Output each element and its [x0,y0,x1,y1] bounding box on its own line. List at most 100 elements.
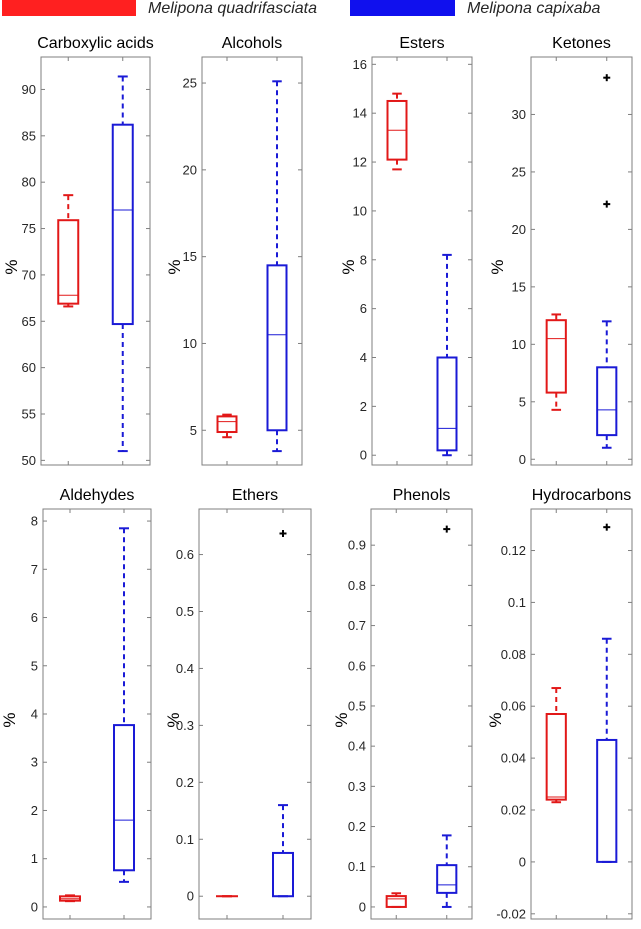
box-quadrifasciata [547,688,566,802]
axes-frame [199,509,311,919]
outlier-marker [443,526,450,533]
y-tick-label: 16 [353,57,367,72]
box-quadrifasciata [387,893,406,907]
box-iqr [268,265,287,430]
box-iqr [438,358,457,451]
y-tick-label: 0.1 [348,859,366,874]
box-capixaba [437,526,456,907]
y-tick-label: 10 [512,337,526,352]
box-capixaba [273,530,293,896]
box-quadrifasciata [388,94,407,170]
y-tick-label: 90 [22,82,36,97]
box-iqr [547,714,566,800]
y-tick-label: 10 [353,203,367,218]
y-tick-label: 0.9 [348,538,366,553]
y-tick-label: 1 [31,851,38,866]
legend-label-quadrifasciata: Melipona quadrifasciata [148,0,317,17]
y-tick-label: 0.5 [176,604,194,619]
y-tick-label: 4 [360,350,367,365]
y-tick-label: 0 [187,889,194,904]
y-tick-label: 55 [22,407,36,422]
y-axis-label: % [486,712,505,727]
y-tick-label: 0.08 [501,647,526,662]
legend-label-capixaba: Melipona capixaba [467,0,601,17]
y-tick-label: 0 [519,452,526,467]
y-tick-label: 15 [183,249,197,264]
panel-phenols: Phenols%00.10.20.30.40.50.60.70.80.9 [332,487,472,919]
panel-title: Hydrocarbons [532,487,632,504]
y-tick-label: 50 [22,453,36,468]
y-tick-label: 0.04 [501,751,526,766]
box-iqr [597,740,616,862]
y-tick-label: 80 [22,175,36,190]
panel-ethers: Ethers%00.10.20.30.40.50.6 [164,487,311,919]
y-tick-label: 12 [353,155,367,170]
panel-title: Aldehydes [60,487,135,504]
y-tick-label: 20 [183,162,197,177]
y-tick-label: 20 [512,222,526,237]
y-tick-label: 0.1 [176,832,194,847]
y-axis-label: % [0,712,19,727]
y-tick-label: 65 [22,314,36,329]
outlier-marker [603,201,610,208]
y-tick-label: 0.02 [501,803,526,818]
y-tick-label: 85 [22,128,36,143]
y-tick-label: 0.4 [176,661,194,676]
box-iqr [114,725,134,870]
y-tick-label: 5 [190,423,197,438]
y-tick-label: 0 [519,854,526,869]
y-tick-label: 10 [183,336,197,351]
box-capixaba [113,76,133,451]
box-quadrifasciata [547,314,566,409]
box-iqr [547,320,566,392]
y-tick-label: 5 [31,658,38,673]
y-tick-label: 60 [22,360,36,375]
box-quadrifasciata [58,195,78,306]
y-tick-label: 2 [360,399,367,414]
y-tick-label: 0.2 [176,775,194,790]
panel-title: Ketones [552,35,611,52]
y-axis-label: % [488,259,507,274]
y-tick-label: 6 [360,301,367,316]
legend-swatch-capixaba [350,0,455,16]
legend: Melipona quadrifasciata Melipona capixab… [2,0,601,17]
box-iqr [597,367,616,435]
y-tick-label: 2 [31,803,38,818]
box-capixaba [597,74,616,448]
y-tick-label: 0.6 [348,658,366,673]
y-tick-label: 0.2 [348,819,366,834]
y-tick-label: 8 [360,252,367,267]
y-tick-label: 0.12 [501,543,526,558]
panel-title: Phenols [393,487,451,504]
y-tick-label: 30 [512,107,526,122]
y-tick-label: 0.3 [348,779,366,794]
y-tick-label: 0.7 [348,618,366,633]
box-iqr [437,865,456,893]
y-axis-label: % [165,259,184,274]
y-tick-label: 0.5 [348,698,366,713]
legend-swatch-quadrifasciata [2,0,136,16]
y-tick-label: 15 [512,279,526,294]
panels: Carboxylic acids%505560657075808590Alcoh… [0,35,632,921]
box-iqr [273,853,293,896]
panel-title: Alcohols [222,35,282,52]
panel-title: Carboxylic acids [37,35,153,52]
y-tick-label: 8 [31,514,38,529]
y-tick-label: 0.4 [348,739,366,754]
box-iqr [218,416,237,432]
box-quadrifasciata [60,895,80,901]
panel-title: Esters [399,35,444,52]
outlier-marker [280,530,287,537]
y-tick-label: 7 [31,562,38,577]
box-capixaba [268,81,287,451]
box-quadrifasciata [218,415,237,438]
y-tick-label: 0.8 [348,578,366,593]
y-tick-label: 70 [22,267,36,282]
y-axis-label: % [2,259,21,274]
